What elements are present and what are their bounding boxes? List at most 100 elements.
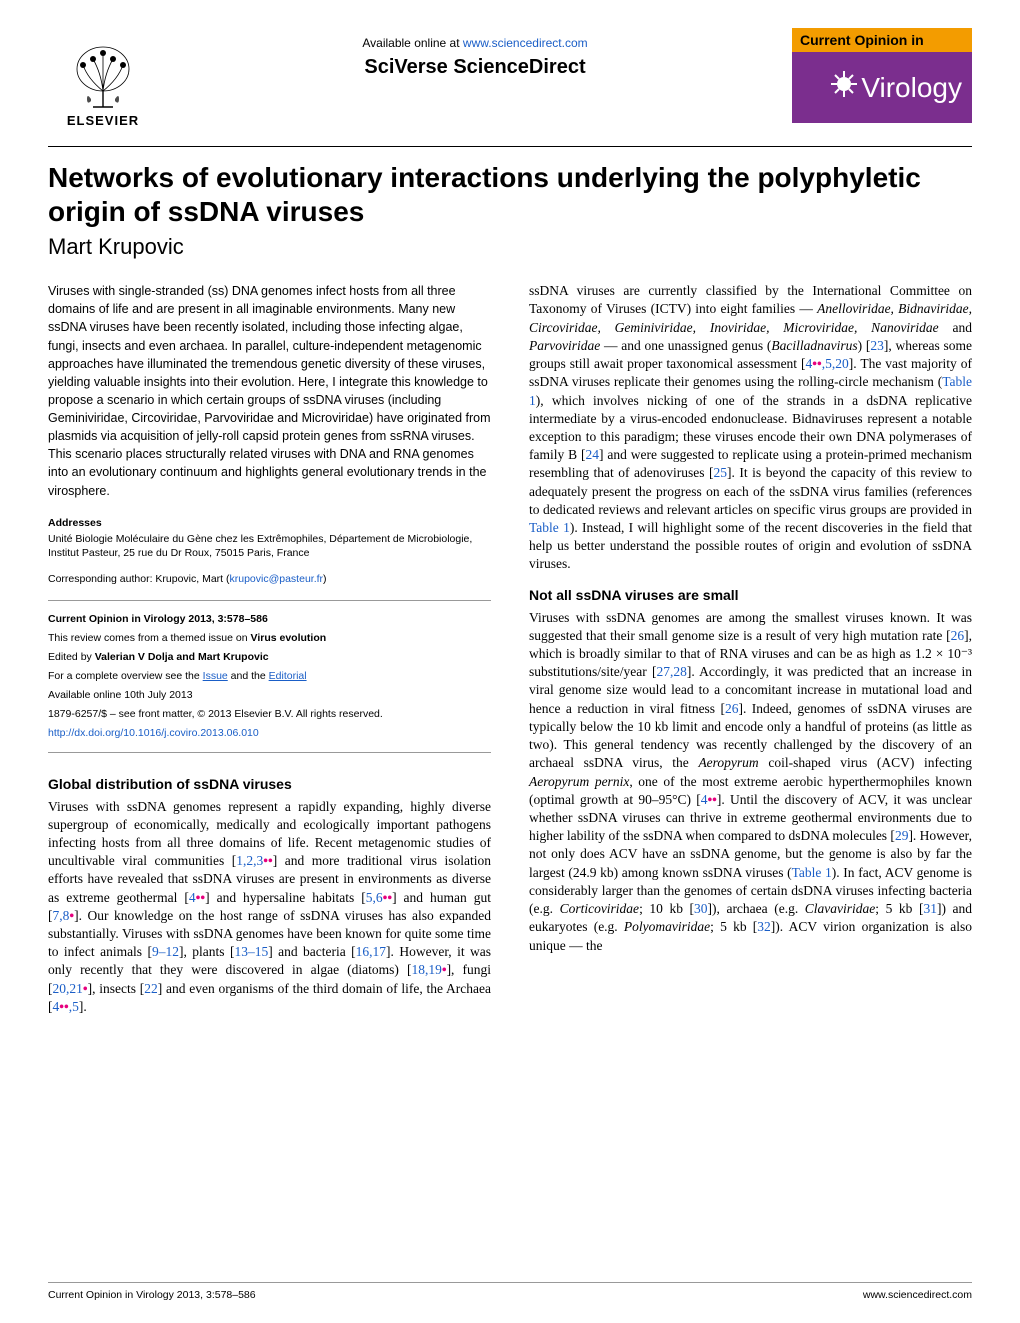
text-run: ; 5 kb [ [875,901,923,916]
footer-left: Current Opinion in Virology 2013, 3:578–… [48,1289,256,1301]
corresponding-prefix: Corresponding author: Krupovic, Mart ( [48,573,230,585]
col2-paragraph-1: ssDNA viruses are currently classified b… [529,282,972,574]
corresponding-suffix: ) [323,573,327,585]
overview-line: For a complete overview see the Issue an… [48,667,491,686]
badge-bottom-text: Virology [861,72,962,104]
polyoma-italic: Polyomaviridae [624,919,710,934]
ref-9-12[interactable]: 9–12 [152,944,179,959]
ref-23[interactable]: 23 [870,338,884,353]
ref-13-15[interactable]: 13–15 [234,944,268,959]
editorial-link[interactable]: Editorial [269,670,307,682]
article-info-box: Current Opinion in Virology 2013, 3:578–… [48,600,491,752]
virology-icon [831,71,857,104]
table-1-ref[interactable]: Table 1 [792,865,832,880]
online-date: Available online 10th July 2013 [48,686,491,705]
ref-25[interactable]: 25 [714,465,728,480]
sciverse-brand: SciVerse ScienceDirect [158,56,792,79]
ref-26b[interactable]: 26 [725,701,739,716]
ref-18-19[interactable]: 18,19 [411,962,441,977]
text-run: — and one unassigned genus ( [600,338,771,353]
family-parvo: Parvoviridae [529,338,600,353]
ref-5-6[interactable]: 5,6 [366,890,383,905]
clava-italic: Clavaviridae [805,901,876,916]
text-run: ] and bacteria [ [268,944,355,959]
table-1-ref[interactable]: Table 1 [529,520,570,535]
themed-issue: This review comes from a themed issue on… [48,629,491,648]
page-header: ELSEVIER Available online at www.science… [48,28,972,128]
elsevier-text: ELSEVIER [67,113,139,128]
edited-by: Edited by Valerian V Dolja and Mart Krup… [48,648,491,667]
ref-dot-icon: •• [59,999,68,1014]
two-column-layout: Viruses with single-stranded (ss) DNA ge… [48,282,972,1028]
ref-4[interactable]: 4 [189,890,196,905]
badge-top: Current Opinion in [792,28,972,52]
abstract: Viruses with single-stranded (ss) DNA ge… [48,282,491,500]
issue-link[interactable]: Issue [203,670,228,682]
right-column: ssDNA viruses are currently classified b… [529,282,972,1028]
header-rule [48,146,972,147]
text-run: ). Instead, I will highlight some of the… [529,520,972,571]
sciencedirect-link[interactable]: www.sciencedirect.com [463,36,588,50]
badge-bottom: Virology [792,52,972,123]
and-text: and the [228,670,269,682]
ref-dot-icon: •• [707,792,716,807]
available-online: Available online at www.sciencedirect.co… [158,36,792,50]
journal-reference: Current Opinion in Virology 2013, 3:578–… [48,610,491,629]
header-center: Available online at www.sciencedirect.co… [158,28,792,79]
section-2-paragraph: Viruses with ssDNA genomes are among the… [529,609,972,955]
ref-22[interactable]: 22 [144,981,158,996]
ref-dot-icon: •• [383,890,392,905]
ref-dot-icon: •• [196,890,205,905]
themed-prefix: This review comes from a themed issue on [48,632,251,644]
ref-30[interactable]: 30 [694,901,708,916]
genus-name: Bacilladnavirus [771,338,857,353]
ref-dot-icon: •• [812,356,821,371]
pernix-italic: Aeropyrum pernix [529,774,629,789]
editors: Valerian V Dolja and Mart Krupovic [95,651,269,663]
section-heading-not-small: Not all ssDNA viruses are small [529,586,972,605]
text-run: coil-shaped virus (ACV) infecting [759,755,972,770]
ref-20-21[interactable]: 20,21 [53,981,83,996]
ref-32[interactable]: 32 [757,919,771,934]
ref-1-2-3[interactable]: 1,2,3 [236,853,263,868]
text-run: and [939,320,972,335]
overview-prefix: For a complete overview see the [48,670,203,682]
footer-right: www.sciencedirect.com [863,1289,972,1301]
ref-24[interactable]: 24 [586,447,600,462]
section-1-paragraph: Viruses with ssDNA genomes represent a r… [48,798,491,1017]
corresponding-author: Corresponding author: Krupovic, Mart (kr… [48,572,491,586]
text-run: ]), archaea (e.g. [708,901,805,916]
text-run: ) [ [858,338,871,353]
ref-7-8[interactable]: 7,8 [53,908,70,923]
doi-link[interactable]: http://dx.doi.org/10.1016/j.coviro.2013.… [48,724,491,743]
author-name: Mart Krupovic [48,234,972,260]
author-email[interactable]: krupovic@pasteur.fr [230,573,324,585]
section-heading-global: Global distribution of ssDNA viruses [48,775,491,794]
cortico-italic: Corticoviridae [560,901,640,916]
text-run: Viruses with ssDNA genomes are among the… [529,610,972,643]
text-run: ; 5 kb [ [710,919,757,934]
journal-badge: Current Opinion in Virology [792,28,972,123]
ref-26[interactable]: 26 [951,628,965,643]
ref-27-28[interactable]: 27,28 [656,664,686,679]
copyright: 1879-6257/$ – see front matter, © 2013 E… [48,705,491,724]
elsevier-tree-icon [63,43,143,113]
elsevier-logo: ELSEVIER [48,28,158,128]
article-title: Networks of evolutionary interactions un… [48,161,972,228]
ref-29[interactable]: 29 [895,828,909,843]
text-run: ]. [79,999,87,1014]
text-run: ; 10 kb [ [639,901,694,916]
edited-prefix: Edited by [48,651,95,663]
ref-5b[interactable]: ,5 [69,999,79,1014]
text-run: ], insects [ [88,981,145,996]
ref-31[interactable]: 31 [923,901,937,916]
addresses-heading: Addresses [48,516,491,530]
ref-dot-icon: •• [263,853,272,868]
left-column: Viruses with single-stranded (ss) DNA ge… [48,282,491,1028]
ref-5-20[interactable]: ,5,20 [822,356,849,371]
themed-issue-name: Virus evolution [251,632,327,644]
addresses-text: Unité Biologie Moléculaire du Gène chez … [48,532,491,560]
page-footer: Current Opinion in Virology 2013, 3:578–… [48,1282,972,1301]
ref-16-17[interactable]: 16,17 [356,944,386,959]
text-run: ] and hypersaline habitats [ [205,890,366,905]
